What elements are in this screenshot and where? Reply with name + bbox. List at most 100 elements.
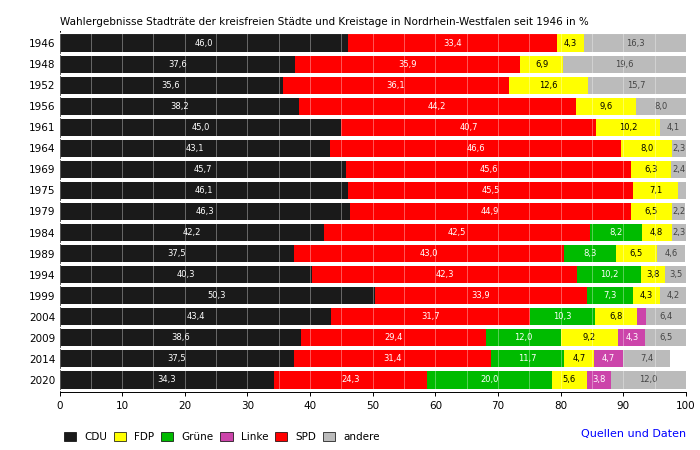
Bar <box>60 245 295 262</box>
Bar <box>631 203 671 220</box>
Bar <box>491 350 564 368</box>
Text: 46,0: 46,0 <box>195 39 213 48</box>
Bar <box>657 245 685 262</box>
Bar <box>594 350 624 368</box>
Bar <box>671 203 685 220</box>
Bar <box>60 98 299 115</box>
Bar <box>564 55 686 73</box>
Bar <box>312 266 577 284</box>
Bar <box>618 329 645 346</box>
Text: 4,3: 4,3 <box>625 333 638 342</box>
Bar <box>60 350 295 368</box>
Legend: CDU, FDP, Grüne, Linke, SPD, andere: CDU, FDP, Grüne, Linke, SPD, andere <box>60 428 384 446</box>
Text: 37,5: 37,5 <box>168 249 186 258</box>
Text: 2,3: 2,3 <box>672 144 685 153</box>
Text: 9,2: 9,2 <box>583 333 596 342</box>
Text: 37,5: 37,5 <box>168 354 186 363</box>
Text: 33,4: 33,4 <box>443 39 461 48</box>
Bar <box>637 308 646 325</box>
Text: 34,3: 34,3 <box>158 375 176 384</box>
Bar <box>587 76 686 94</box>
Bar <box>671 224 686 241</box>
Bar <box>596 119 660 136</box>
Bar <box>60 266 312 284</box>
Text: 12,0: 12,0 <box>639 375 657 384</box>
Bar <box>634 182 678 199</box>
Bar <box>671 140 686 157</box>
Bar <box>295 245 564 262</box>
Bar <box>295 350 491 368</box>
Bar <box>633 287 659 304</box>
Text: 8,3: 8,3 <box>583 249 596 258</box>
Text: 4,8: 4,8 <box>650 228 663 237</box>
Text: 4,7: 4,7 <box>602 354 615 363</box>
Text: 44,2: 44,2 <box>428 102 447 111</box>
Bar <box>557 35 584 52</box>
Text: 46,1: 46,1 <box>195 186 214 195</box>
Text: 44,9: 44,9 <box>481 207 499 216</box>
Bar <box>624 350 670 368</box>
Bar <box>60 203 349 220</box>
Bar <box>349 203 631 220</box>
Bar <box>60 182 349 199</box>
Text: 6,8: 6,8 <box>609 312 622 321</box>
Bar <box>60 119 342 136</box>
Text: 16,3: 16,3 <box>626 39 644 48</box>
Text: 4,7: 4,7 <box>573 354 586 363</box>
Text: 2,2: 2,2 <box>672 207 685 216</box>
Text: 6,5: 6,5 <box>645 207 658 216</box>
Bar <box>60 371 274 388</box>
Text: 42,5: 42,5 <box>448 228 466 237</box>
Text: 38,2: 38,2 <box>170 102 188 111</box>
Bar <box>616 245 657 262</box>
Bar <box>671 161 686 178</box>
Text: 6,9: 6,9 <box>535 60 548 69</box>
Text: 43,0: 43,0 <box>420 249 438 258</box>
Bar <box>374 287 587 304</box>
Bar <box>636 98 686 115</box>
Bar <box>60 35 348 52</box>
Bar <box>509 76 587 94</box>
Bar <box>646 308 686 325</box>
Bar <box>631 161 671 178</box>
Text: 8,0: 8,0 <box>654 102 668 111</box>
Bar <box>60 287 374 304</box>
Bar <box>60 308 331 325</box>
Bar <box>590 224 641 241</box>
Text: Wahlergebnisse Stadträte der kreisfreien Städte und Kreistage in Nordrhein-Westf: Wahlergebnisse Stadträte der kreisfreien… <box>60 17 588 27</box>
Bar <box>283 76 509 94</box>
Text: 45,0: 45,0 <box>191 123 210 132</box>
Text: 31,7: 31,7 <box>421 312 440 321</box>
Text: 8,0: 8,0 <box>640 144 653 153</box>
Text: 11,7: 11,7 <box>519 354 537 363</box>
Bar <box>622 140 671 157</box>
Text: 33,9: 33,9 <box>472 291 490 300</box>
Bar <box>60 76 283 94</box>
Bar <box>641 266 665 284</box>
Text: 46,3: 46,3 <box>195 207 214 216</box>
Bar <box>426 371 552 388</box>
Text: 20,0: 20,0 <box>480 375 498 384</box>
Text: 50,3: 50,3 <box>208 291 226 300</box>
Bar <box>641 224 671 241</box>
Text: 35,9: 35,9 <box>398 60 416 69</box>
Text: 2,4: 2,4 <box>672 165 685 174</box>
Text: 45,6: 45,6 <box>480 165 498 174</box>
Text: 45,7: 45,7 <box>193 165 212 174</box>
Text: 43,1: 43,1 <box>186 144 204 153</box>
Text: 9,6: 9,6 <box>599 102 612 111</box>
Bar <box>678 182 686 199</box>
Text: 3,8: 3,8 <box>646 270 659 279</box>
Text: 6,5: 6,5 <box>659 333 672 342</box>
Bar <box>60 55 295 73</box>
Bar <box>575 98 636 115</box>
Text: 12,0: 12,0 <box>514 333 532 342</box>
Bar <box>587 371 611 388</box>
Bar <box>60 140 330 157</box>
Bar <box>564 245 616 262</box>
Text: 46,6: 46,6 <box>466 144 485 153</box>
Bar <box>60 329 301 346</box>
Text: 5,6: 5,6 <box>563 375 576 384</box>
Text: 3,8: 3,8 <box>592 375 606 384</box>
Text: 40,3: 40,3 <box>176 270 195 279</box>
